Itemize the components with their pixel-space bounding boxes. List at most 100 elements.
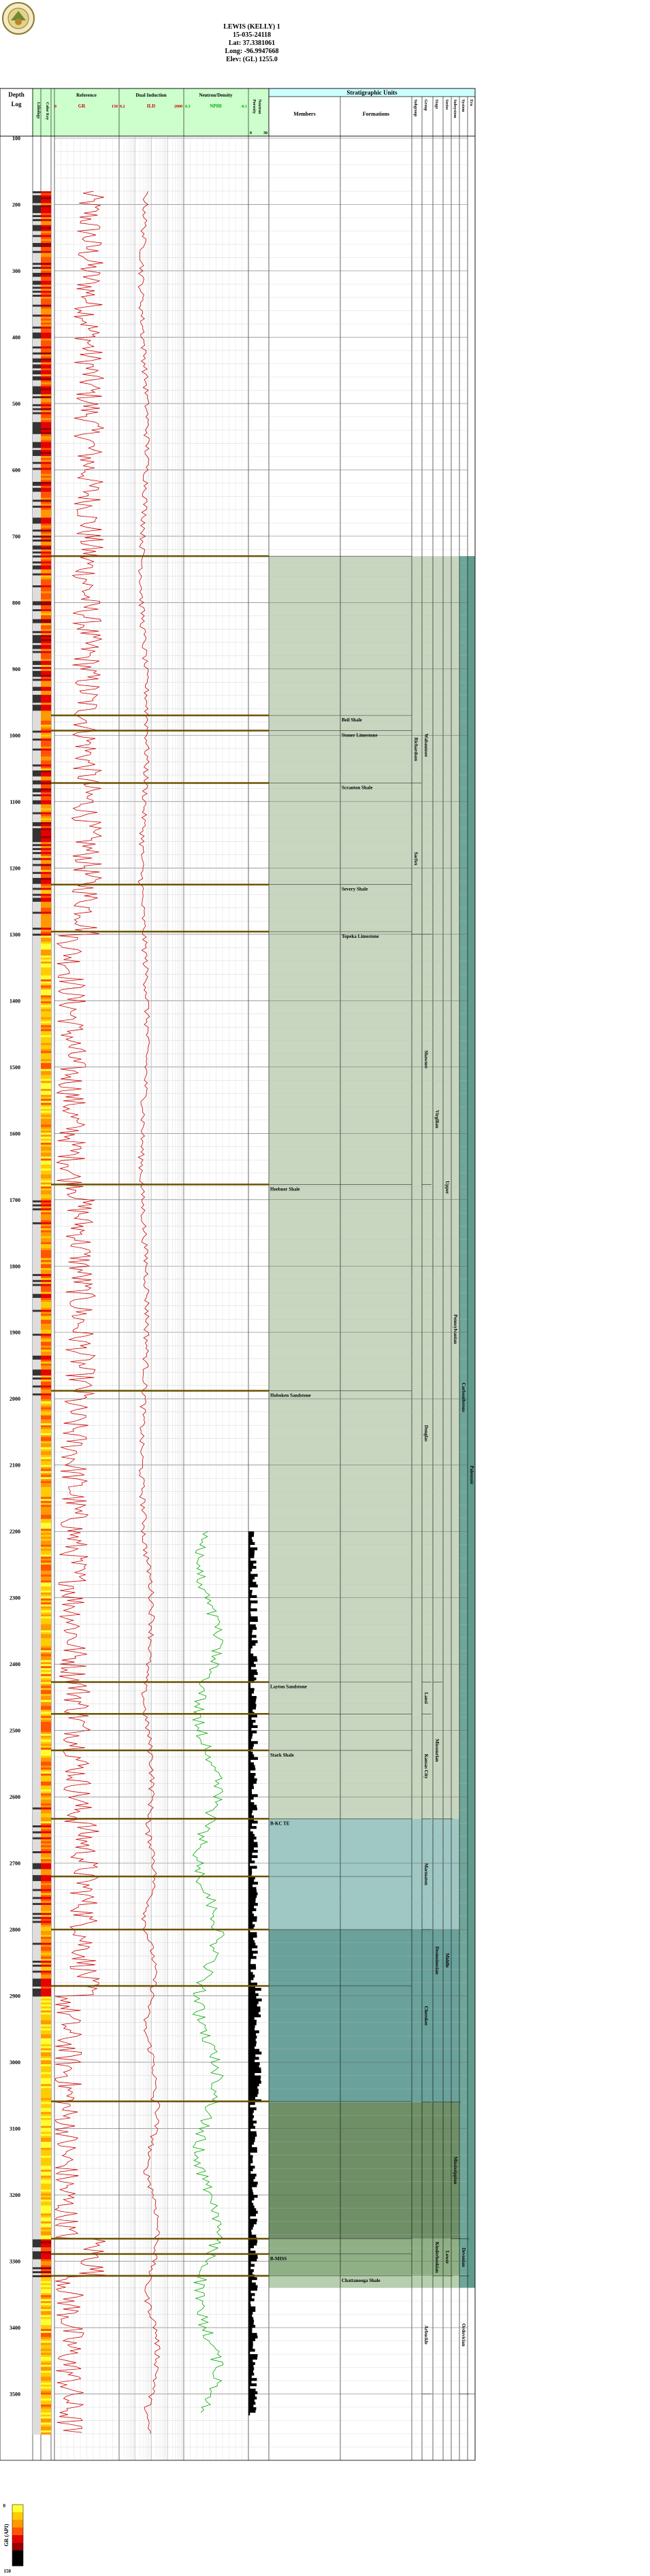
colorkey-cell	[41, 1188, 51, 1191]
colorkey-cell	[41, 1654, 51, 1657]
colorkey-cell	[41, 663, 51, 666]
porosity-bar	[248, 2134, 257, 2137]
colorkey-cell	[41, 1194, 51, 1197]
colorkey-cell	[41, 243, 51, 246]
lithology-cell	[33, 599, 41, 602]
porosity-bar	[248, 1972, 253, 1975]
colorkey-cell	[41, 2412, 51, 2415]
lithology-cell	[33, 909, 41, 912]
lithology-cell	[33, 2281, 41, 2284]
lithology-cell	[33, 1624, 41, 1627]
lithology-cell	[33, 963, 41, 966]
lithology-cell	[33, 2112, 41, 2115]
colorkey-cell	[41, 898, 51, 900]
colorkey-cell	[41, 470, 51, 472]
formation-label: Topeka Limestone	[342, 934, 379, 939]
colorkey-cell	[41, 457, 51, 461]
colorkey-cell	[41, 1710, 51, 1712]
lithology-cell	[33, 846, 41, 849]
colorkey-cell	[41, 2100, 51, 2102]
lithology-cell	[33, 977, 41, 980]
colorkey-cell	[41, 2390, 51, 2393]
colorkey-cell	[41, 1516, 51, 1519]
colorkey-cell	[41, 782, 51, 785]
lithology-cell	[33, 631, 41, 634]
porosity-bar	[248, 2181, 258, 2185]
lithology-cell	[33, 555, 41, 558]
colorkey-cell	[41, 2375, 51, 2377]
lithology-cell	[33, 2199, 41, 2202]
lithology-cell	[33, 1586, 41, 1589]
lithology-cell	[33, 1490, 41, 1493]
porosity-bar	[248, 2004, 257, 2007]
colorkey-cell	[41, 466, 51, 468]
colorkey-cell	[41, 1238, 51, 1241]
lithology-cell	[33, 1738, 41, 1740]
colorkey-cell	[41, 674, 51, 677]
colorkey-cell	[41, 577, 51, 580]
colorkey-cell	[41, 1791, 51, 1794]
lithology-cell	[33, 991, 41, 994]
lithology-cell	[33, 864, 41, 866]
strat-unit-label: Kinderhookian	[434, 2242, 440, 2273]
lithology-cell	[33, 2153, 41, 2156]
strat-unit-label: Kansas City	[423, 1754, 429, 1779]
colorkey-cell	[41, 1953, 51, 1955]
lithology-cell	[33, 2078, 41, 2081]
lithology-cell	[33, 804, 41, 806]
colorkey-cell	[41, 338, 51, 341]
colorkey-cell	[41, 1202, 51, 1205]
colorkey-cell	[41, 1391, 51, 1394]
porosity-bar	[248, 2298, 255, 2302]
porosity-bar	[248, 2383, 257, 2387]
colorkey-cell	[41, 1270, 51, 1273]
lithology-cell	[33, 193, 41, 196]
colorkey-cell	[41, 1132, 51, 1135]
colorkey-cell	[41, 2203, 51, 2206]
colorkey-cell	[41, 2012, 51, 2015]
lithology-cell	[33, 2074, 41, 2076]
colorkey-cell	[41, 2289, 51, 2292]
colorkey-cell	[41, 1855, 51, 1858]
colorkey-cell	[41, 1727, 51, 1730]
lithology-cell	[33, 1244, 41, 1247]
lithology-cell	[33, 1931, 41, 1934]
colorkey-cell	[41, 2000, 51, 2003]
lithology-cell	[33, 1170, 41, 1173]
lithology-cell	[33, 1512, 41, 1516]
lithology-cell	[33, 627, 41, 630]
lithology-cell	[33, 1546, 41, 1549]
strat-unit-label: Lower	[444, 2251, 450, 2264]
colorkey-cell	[41, 1706, 51, 1708]
lithology-cell	[33, 1335, 41, 1338]
lithology-cell	[33, 971, 41, 974]
porosity-bar	[248, 1812, 252, 1816]
colorkey-cell	[41, 534, 51, 536]
lithology-cell	[33, 1561, 41, 1563]
lithology-cell	[33, 1761, 41, 1764]
lithology-cell	[33, 756, 41, 759]
lithology-cell	[33, 579, 41, 582]
lithology-cell	[33, 615, 41, 618]
colorkey-cell	[41, 1311, 51, 1314]
porosity-bar	[248, 1823, 253, 1827]
lithology-cell	[33, 1158, 41, 1161]
colorkey-cell	[41, 424, 51, 427]
lithology-cell	[33, 2098, 41, 2100]
legend-swatch	[12, 2512, 23, 2520]
lithology-cell	[33, 1369, 41, 1372]
lithology-cell	[33, 1318, 41, 1320]
lithology-cell	[33, 541, 41, 544]
colorkey-cell	[41, 507, 51, 510]
lithology-cell	[33, 685, 41, 687]
lithology-cell	[33, 2301, 41, 2304]
lithology-cell	[33, 1088, 41, 1092]
colorkey-cell	[41, 1013, 51, 1016]
colorkey-cell	[41, 2373, 51, 2375]
lithology-cell	[33, 1501, 41, 1503]
colorkey-cell	[41, 1903, 51, 1906]
colorkey-cell	[41, 1041, 51, 1044]
lithology-cell	[33, 794, 41, 797]
colorkey-cell	[41, 2162, 51, 2164]
lithology-cell	[33, 1825, 41, 1828]
